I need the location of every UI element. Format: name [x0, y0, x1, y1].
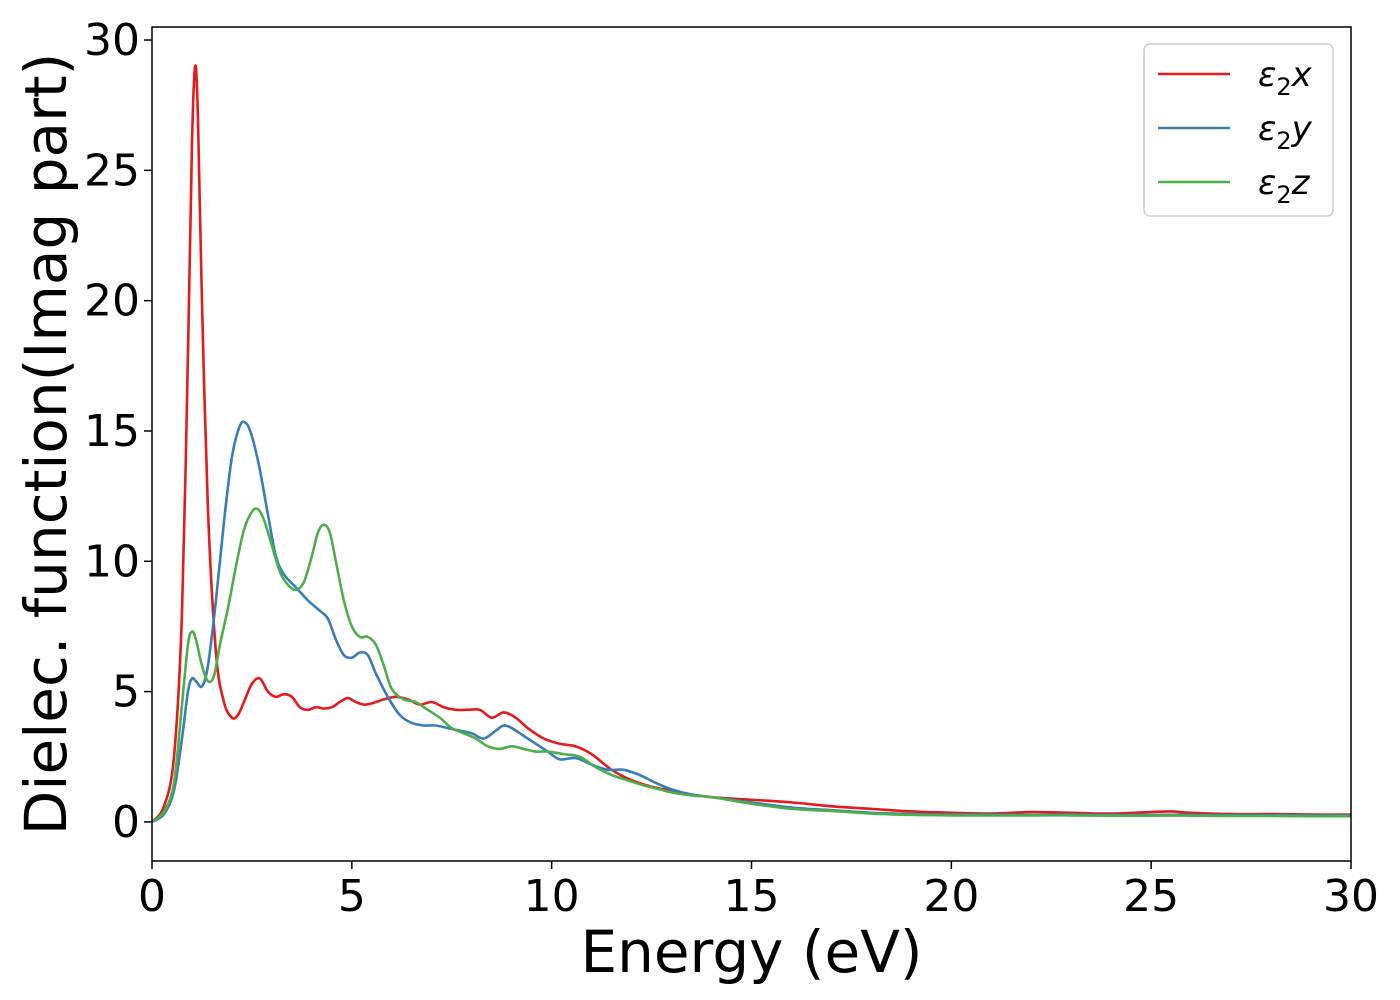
x-tick-label: 20 — [923, 871, 979, 922]
legend-item-y: ε2y — [1158, 109, 1313, 155]
y-axis-title: Dielec. function(Imag part) — [12, 53, 80, 836]
y-tick-label: 15 — [84, 406, 140, 457]
y-tick-label: 0 — [112, 797, 140, 848]
legend-item-x: ε2x — [1158, 55, 1313, 101]
y-tick-label: 25 — [84, 145, 140, 196]
series-line-y — [152, 420, 1351, 824]
legend-box — [1143, 43, 1334, 217]
legend: ε2x ε2y ε2z — [1143, 43, 1334, 217]
series-layer — [152, 64, 1351, 824]
legend-label: ε2x — [1258, 55, 1313, 101]
y-axis: 0 5 10 15 20 25 30 — [84, 15, 152, 848]
x-tick-label: 5 — [338, 871, 366, 922]
y-tick-label: 10 — [84, 536, 140, 587]
legend-label: ε2z — [1258, 163, 1311, 209]
legend-label: ε2y — [1258, 109, 1313, 155]
x-tick-label: 25 — [1123, 871, 1179, 922]
x-tick-label: 15 — [724, 871, 780, 922]
x-tick-label: 30 — [1323, 871, 1379, 922]
y-tick-label: 30 — [84, 15, 140, 66]
legend-item-z: ε2z — [1158, 163, 1311, 209]
x-axis-title: Energy (eV) — [580, 918, 922, 986]
x-tick-label: 10 — [524, 871, 580, 922]
x-tick-label: 0 — [138, 871, 166, 922]
y-tick-label: 20 — [84, 276, 140, 327]
x-axis: 0 5 10 15 20 25 30 — [138, 861, 1379, 922]
y-tick-label: 5 — [112, 667, 140, 718]
series-line-z — [152, 507, 1351, 823]
